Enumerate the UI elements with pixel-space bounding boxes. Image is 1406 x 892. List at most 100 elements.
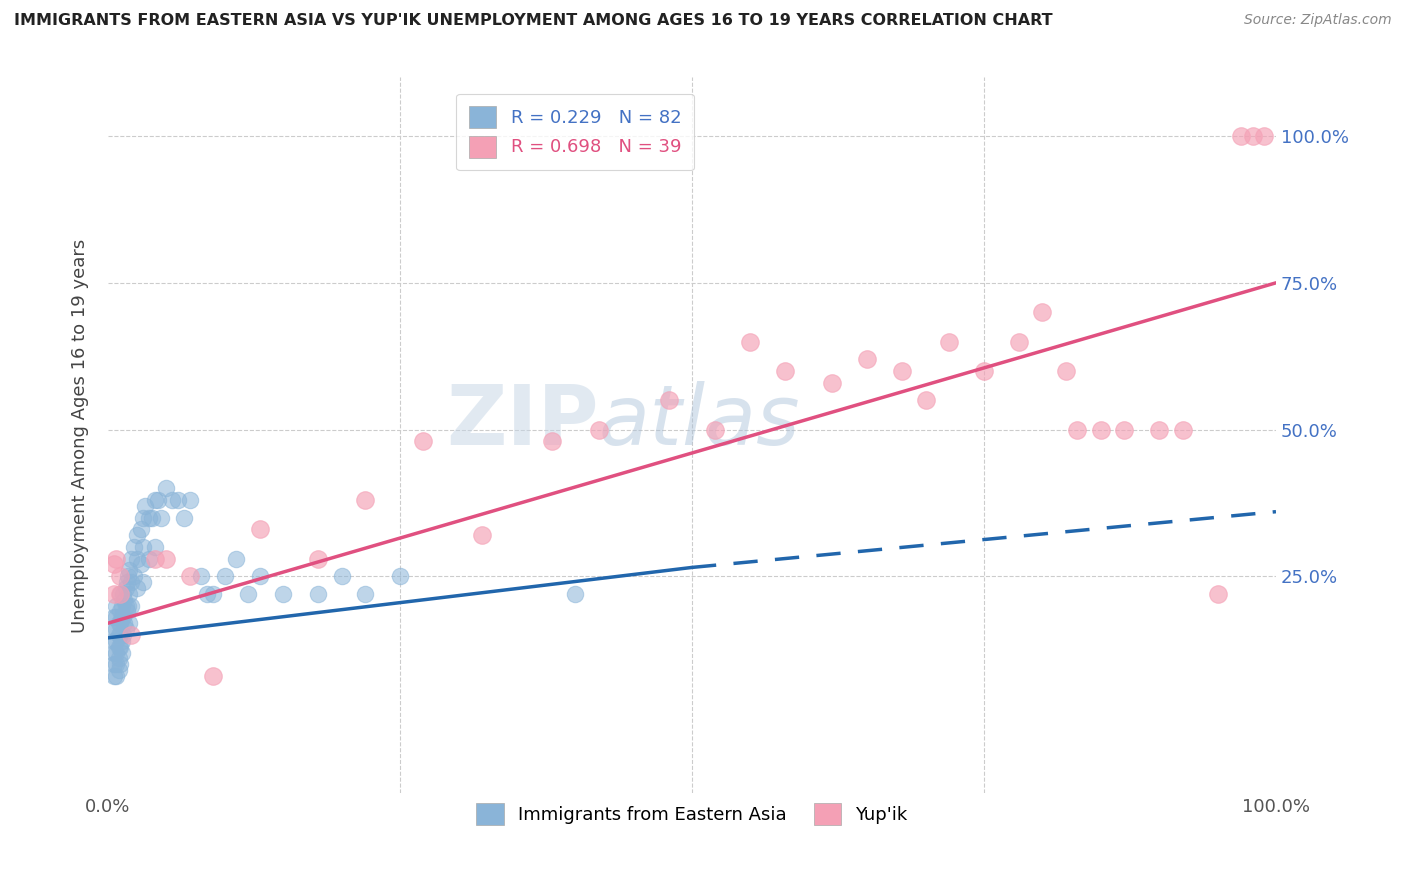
Point	[1206, 587, 1229, 601]
Point	[112, 616, 135, 631]
Point	[354, 587, 377, 601]
Point	[1031, 305, 1053, 319]
Point	[107, 651, 129, 665]
Point	[103, 610, 125, 624]
Point	[740, 334, 762, 349]
Point	[120, 575, 142, 590]
Point	[105, 633, 128, 648]
Point	[129, 522, 152, 536]
Point	[354, 492, 377, 507]
Point	[143, 551, 166, 566]
Point	[148, 492, 170, 507]
Point	[105, 599, 128, 613]
Point	[108, 628, 131, 642]
Text: atlas: atlas	[599, 381, 800, 461]
Y-axis label: Unemployment Among Ages 16 to 19 years: Unemployment Among Ages 16 to 19 years	[72, 238, 89, 632]
Point	[214, 569, 236, 583]
Point	[658, 393, 681, 408]
Point	[202, 587, 225, 601]
Point	[120, 628, 142, 642]
Point	[195, 587, 218, 601]
Point	[388, 569, 411, 583]
Point	[1066, 423, 1088, 437]
Point	[914, 393, 936, 408]
Point	[127, 581, 149, 595]
Point	[103, 669, 125, 683]
Point	[111, 646, 134, 660]
Point	[138, 551, 160, 566]
Point	[1114, 423, 1136, 437]
Point	[108, 640, 131, 654]
Point	[105, 622, 128, 636]
Point	[143, 492, 166, 507]
Point	[132, 510, 155, 524]
Point	[111, 599, 134, 613]
Point	[107, 616, 129, 631]
Point	[160, 492, 183, 507]
Point	[107, 640, 129, 654]
Point	[412, 434, 434, 449]
Point	[249, 569, 271, 583]
Point	[891, 364, 914, 378]
Text: ZIP: ZIP	[446, 381, 599, 461]
Point	[173, 510, 195, 524]
Point	[141, 510, 163, 524]
Point	[118, 563, 141, 577]
Point	[103, 633, 125, 648]
Point	[307, 551, 329, 566]
Text: IMMIGRANTS FROM EASTERN ASIA VS YUP'IK UNEMPLOYMENT AMONG AGES 16 TO 19 YEARS CO: IMMIGRANTS FROM EASTERN ASIA VS YUP'IK U…	[14, 13, 1053, 29]
Point	[114, 599, 136, 613]
Point	[134, 499, 156, 513]
Point	[1241, 129, 1264, 144]
Point	[120, 599, 142, 613]
Point	[704, 423, 727, 437]
Point	[103, 558, 125, 572]
Point	[112, 587, 135, 601]
Point	[330, 569, 353, 583]
Point	[138, 510, 160, 524]
Point	[1054, 364, 1077, 378]
Point	[271, 587, 294, 601]
Point	[108, 657, 131, 672]
Point	[103, 622, 125, 636]
Legend: Immigrants from Eastern Asia, Yup'ik: Immigrants from Eastern Asia, Yup'ik	[467, 795, 917, 834]
Text: Source: ZipAtlas.com: Source: ZipAtlas.com	[1244, 13, 1392, 28]
Point	[143, 540, 166, 554]
Point	[167, 492, 190, 507]
Point	[127, 528, 149, 542]
Point	[112, 628, 135, 642]
Point	[973, 364, 995, 378]
Point	[129, 558, 152, 572]
Point	[108, 587, 131, 601]
Point	[108, 569, 131, 583]
Point	[307, 587, 329, 601]
Point	[1253, 129, 1275, 144]
Point	[179, 569, 201, 583]
Point	[105, 610, 128, 624]
Point	[103, 587, 125, 601]
Point	[155, 481, 177, 495]
Point	[1090, 423, 1112, 437]
Point	[122, 540, 145, 554]
Point	[107, 628, 129, 642]
Point	[155, 551, 177, 566]
Point	[856, 352, 879, 367]
Point	[202, 669, 225, 683]
Point	[236, 587, 259, 601]
Point	[112, 592, 135, 607]
Point	[149, 510, 172, 524]
Point	[1230, 129, 1253, 144]
Point	[108, 587, 131, 601]
Point	[471, 528, 494, 542]
Point	[103, 657, 125, 672]
Point	[111, 610, 134, 624]
Point	[132, 575, 155, 590]
Point	[225, 551, 247, 566]
Point	[105, 657, 128, 672]
Point	[111, 633, 134, 648]
Point	[108, 604, 131, 618]
Point	[107, 663, 129, 677]
Point	[540, 434, 562, 449]
Point	[775, 364, 797, 378]
Point	[103, 646, 125, 660]
